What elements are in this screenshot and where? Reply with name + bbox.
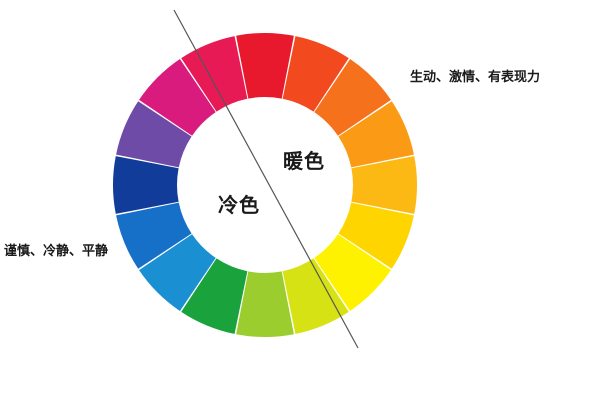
wheel-segment-rose <box>181 36 248 112</box>
wheel-segment-violet <box>116 101 192 168</box>
cool-description: 谨慎、冷静、平静 <box>4 244 109 259</box>
warm-color-label: 暖色 <box>283 149 325 173</box>
wheel-segments <box>112 33 417 337</box>
wheel-segment-dark-blue <box>112 156 179 214</box>
wheel-segment-yellow <box>314 234 391 311</box>
wheel-segment-lime-green <box>236 271 294 337</box>
warm-description: 生动、激情、有表现力 <box>410 70 541 85</box>
warm-cool-divider-line <box>173 9 359 349</box>
wheel-segment-amber <box>351 156 417 214</box>
wheel-segment-teal-blue <box>139 234 216 311</box>
wheel-segment-blue <box>116 202 192 269</box>
wheel-segment-yellow-green <box>282 258 349 334</box>
wheel-segment-red <box>236 33 294 99</box>
wheel-segment-green <box>181 258 248 334</box>
wheel-segment-magenta <box>139 59 216 136</box>
wheel-segment-red-orange <box>282 36 349 112</box>
wheel-segment-yellow-light <box>338 202 414 269</box>
cool-color-label: 冷色 <box>218 193 260 217</box>
wheel-segment-orange <box>314 59 391 136</box>
wheel-segment-yellow-orange <box>338 101 414 168</box>
